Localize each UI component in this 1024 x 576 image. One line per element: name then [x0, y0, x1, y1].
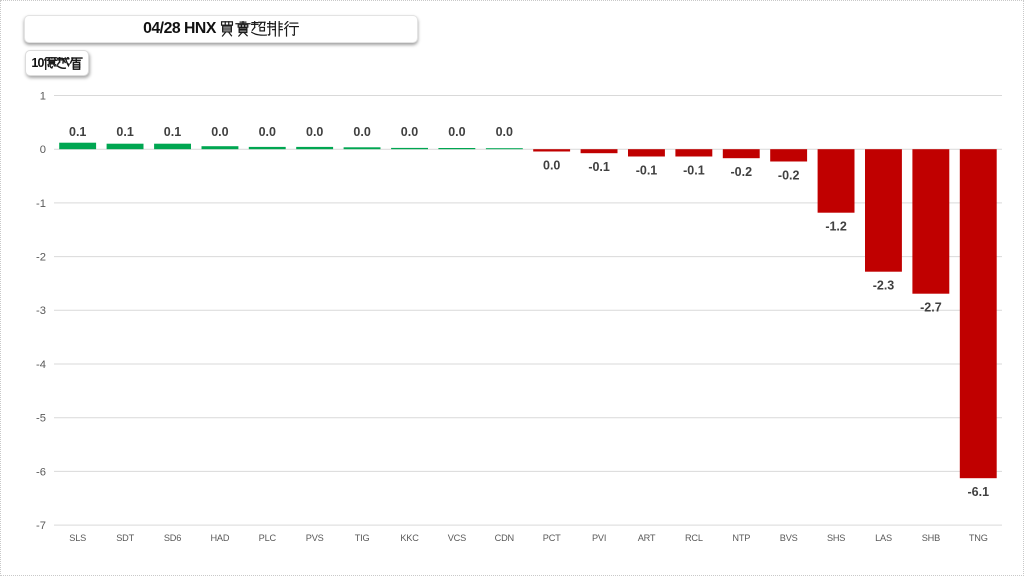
svg-text:PVI: PVI: [592, 533, 606, 543]
svg-text:0.0: 0.0: [211, 125, 228, 139]
svg-text:LAS: LAS: [875, 533, 892, 543]
svg-text:-2.3: -2.3: [873, 279, 895, 293]
svg-text:HAD: HAD: [210, 533, 229, 543]
svg-text:-4: -4: [36, 359, 46, 371]
svg-text:CDN: CDN: [495, 533, 514, 543]
svg-text:0.0: 0.0: [306, 125, 323, 139]
svg-text:SHB: SHB: [922, 533, 940, 543]
svg-text:SD6: SD6: [164, 533, 181, 543]
svg-text:0.0: 0.0: [259, 125, 276, 139]
svg-text:TIG: TIG: [355, 533, 370, 543]
svg-text:-6.1: -6.1: [968, 485, 990, 499]
svg-text:0: 0: [40, 144, 46, 156]
svg-text:-1: -1: [36, 198, 46, 210]
svg-text:-0.1: -0.1: [683, 163, 705, 177]
svg-text:SHS: SHS: [827, 533, 845, 543]
svg-text:PVS: PVS: [306, 533, 324, 543]
svg-text:PLC: PLC: [259, 533, 277, 543]
svg-text:-0.2: -0.2: [778, 168, 800, 182]
svg-text:-6: -6: [36, 466, 46, 478]
svg-text:TNG: TNG: [969, 533, 988, 543]
svg-text:-2: -2: [36, 252, 46, 264]
svg-text:SLS: SLS: [69, 533, 86, 543]
svg-text:0.0: 0.0: [448, 125, 465, 139]
svg-text:RCL: RCL: [685, 533, 703, 543]
svg-text:0.0: 0.0: [353, 125, 370, 139]
svg-text:0.0: 0.0: [543, 158, 560, 172]
svg-text:VCS: VCS: [448, 533, 466, 543]
svg-text:NTP: NTP: [732, 533, 750, 543]
svg-text:0.0: 0.0: [496, 125, 513, 139]
svg-text:-0.1: -0.1: [636, 163, 658, 177]
svg-text:0.1: 0.1: [164, 125, 181, 139]
svg-text:-1.2: -1.2: [825, 220, 847, 234]
svg-text:0.1: 0.1: [69, 125, 86, 139]
svg-text:0.1: 0.1: [116, 125, 133, 139]
svg-text:-5: -5: [36, 413, 46, 425]
svg-text:PCT: PCT: [543, 533, 561, 543]
svg-text:-0.2: -0.2: [731, 165, 753, 179]
svg-text:KKC: KKC: [400, 533, 419, 543]
svg-text:-3: -3: [36, 305, 46, 317]
svg-text:BVS: BVS: [780, 533, 798, 543]
svg-text:SDT: SDT: [116, 533, 134, 543]
svg-text:1: 1: [40, 90, 46, 102]
svg-text:ART: ART: [638, 533, 656, 543]
svg-text:-2.7: -2.7: [920, 301, 942, 315]
svg-text:-0.1: -0.1: [588, 160, 610, 174]
svg-text:-7: -7: [36, 520, 46, 532]
svg-text:0.0: 0.0: [401, 125, 418, 139]
